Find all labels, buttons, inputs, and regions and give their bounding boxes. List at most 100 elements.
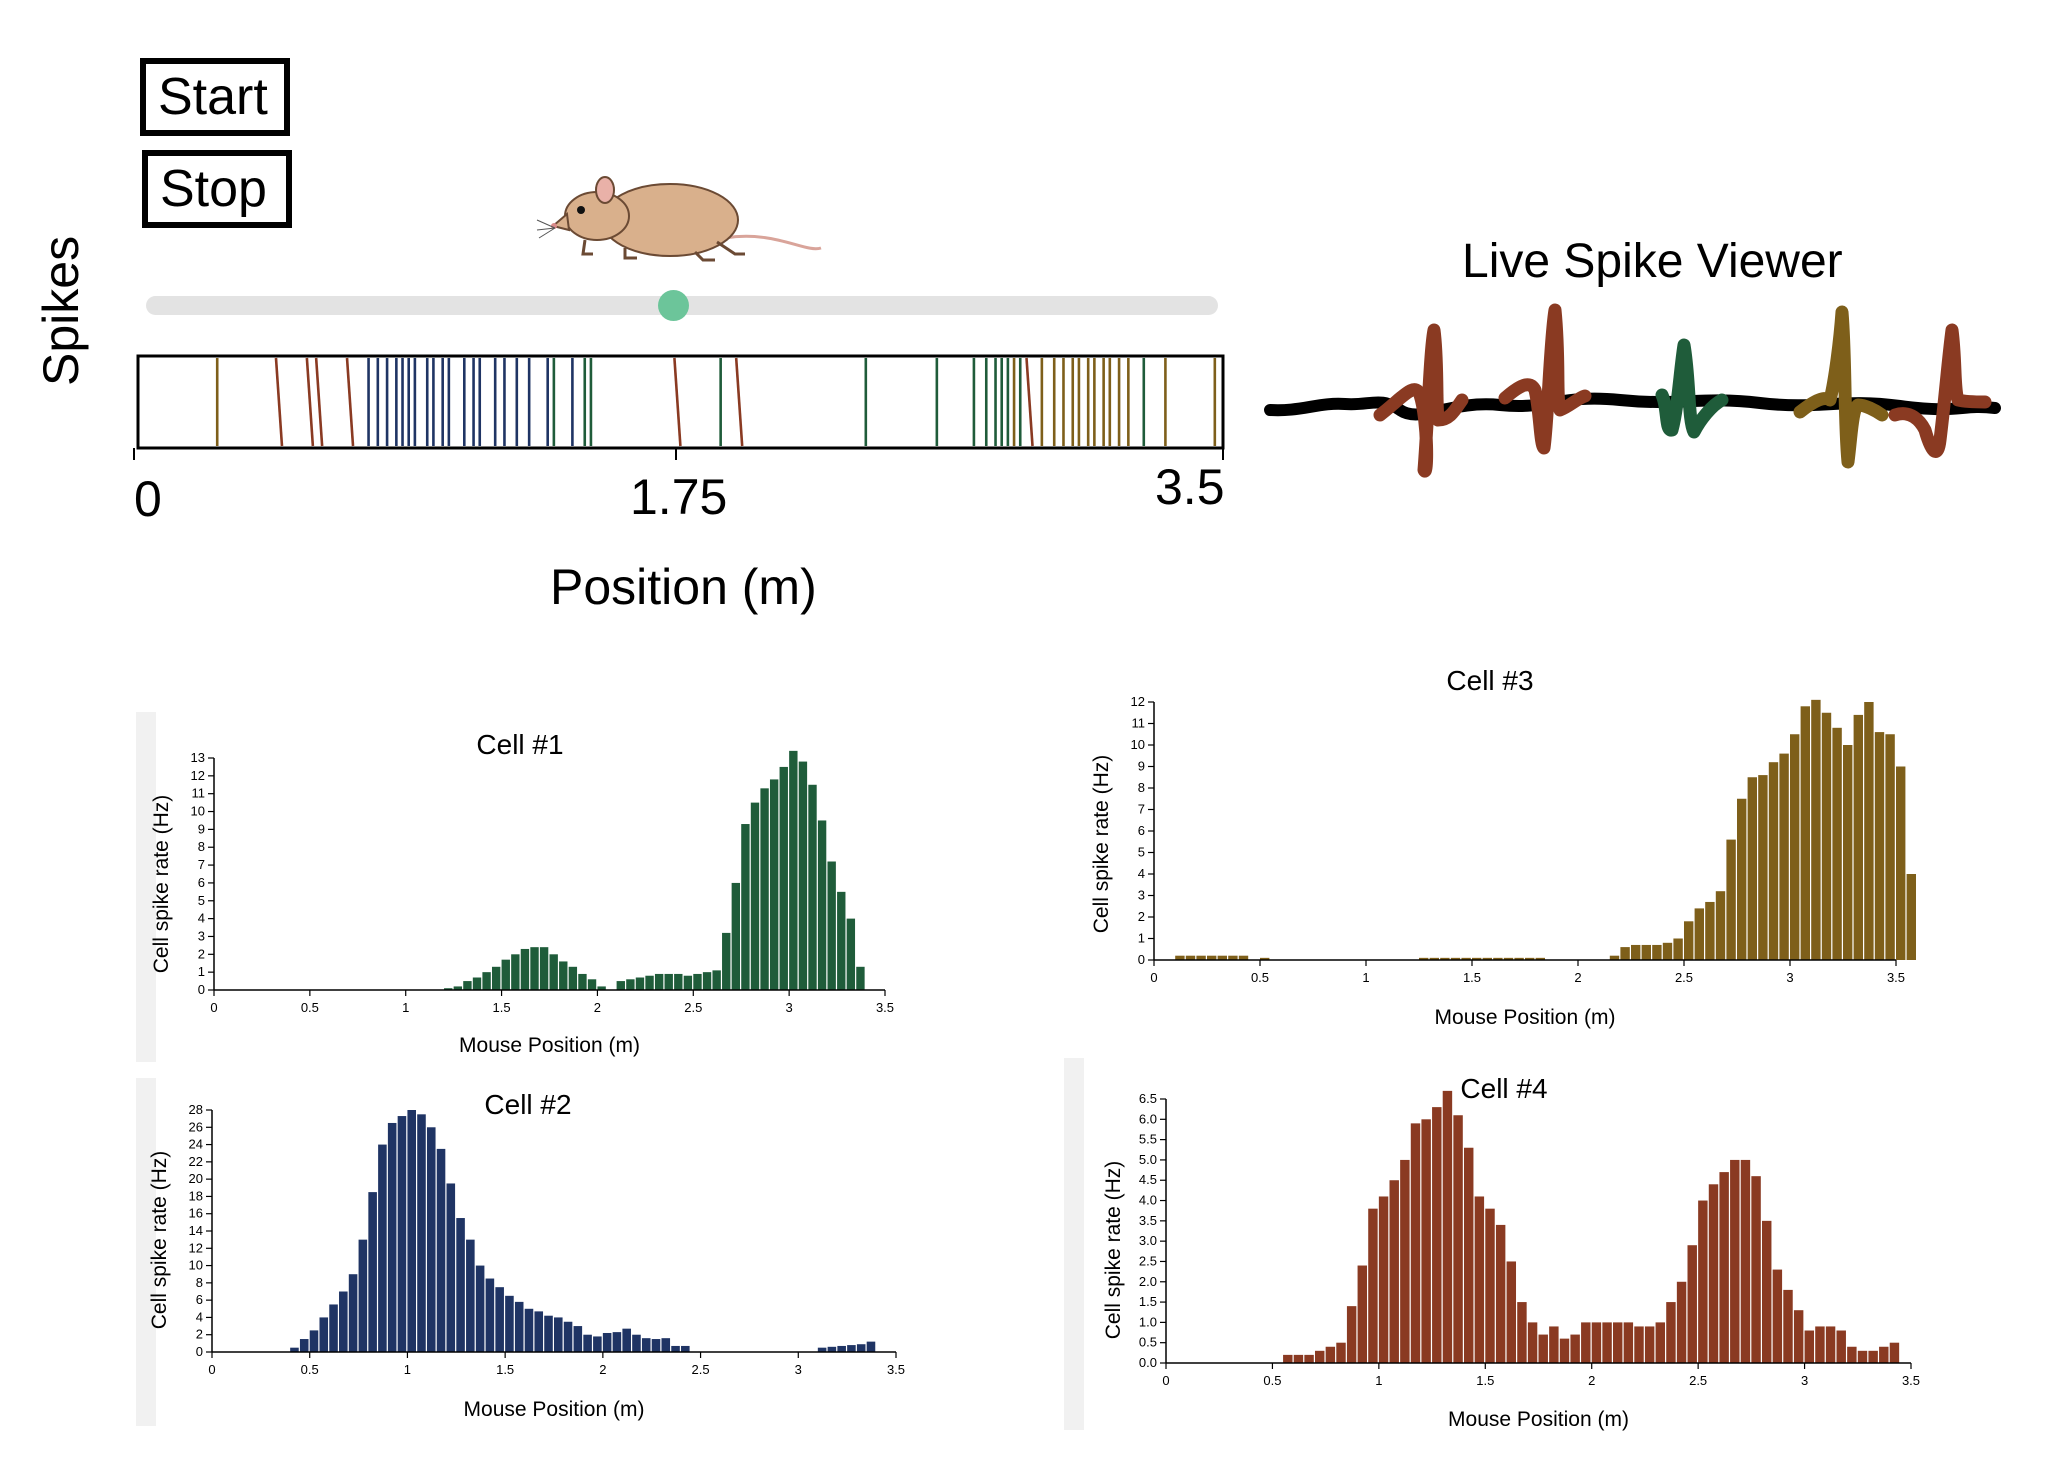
hist-bar xyxy=(1853,714,1863,960)
hist-bar xyxy=(1832,727,1842,960)
hist-bar xyxy=(1517,1302,1527,1363)
y-tick-label: 10 xyxy=(189,1258,203,1273)
histogram-y-label: Cell spike rate (Hz) xyxy=(148,1151,171,1330)
hist-bar xyxy=(837,891,846,990)
y-tick-label: 2 xyxy=(196,1327,203,1342)
hist-bar xyxy=(368,1192,377,1352)
hist-bar xyxy=(1570,1334,1580,1363)
hist-bar xyxy=(309,1330,319,1352)
hist-bar xyxy=(1762,1220,1772,1363)
hist-bar xyxy=(1751,1176,1761,1363)
x-tick-label: 1 xyxy=(1375,1373,1382,1388)
y-tick-label: 20 xyxy=(189,1171,203,1186)
hist-bar xyxy=(554,1317,563,1352)
hist-bar xyxy=(1843,745,1853,960)
hist-bar xyxy=(1885,734,1895,960)
hist-bar xyxy=(520,948,530,990)
y-tick-label: 7 xyxy=(1138,802,1145,817)
hist-bar xyxy=(1196,955,1206,960)
hist-bar xyxy=(645,975,654,990)
y-tick-label: 12 xyxy=(1131,694,1145,709)
hist-bar xyxy=(544,1315,553,1352)
hist-bar xyxy=(568,966,578,990)
x-tick-label: 3 xyxy=(1786,970,1793,985)
hist-bar xyxy=(1737,798,1747,960)
y-tick-label: 1.5 xyxy=(1139,1294,1157,1309)
hist-bar xyxy=(1804,1330,1815,1363)
hist-bar xyxy=(651,1339,661,1352)
x-tick-label: 3 xyxy=(1801,1373,1808,1388)
hist-bar xyxy=(1779,753,1789,960)
hist-bar xyxy=(463,981,472,990)
hist-bar xyxy=(1389,1180,1399,1363)
start-button[interactable]: Start xyxy=(140,58,290,136)
histogram-title: Cell #1 xyxy=(476,729,563,760)
hist-bar xyxy=(693,973,702,990)
hist-bar xyxy=(1620,947,1630,960)
hist-bar xyxy=(1549,1326,1559,1363)
hist-bar xyxy=(1726,839,1736,960)
stop-button[interactable]: Stop xyxy=(142,150,292,228)
hist-bar xyxy=(1874,732,1885,960)
hist-bar xyxy=(1503,957,1514,960)
hist-bar xyxy=(436,1148,446,1352)
hist-bar xyxy=(1346,1306,1357,1363)
hist-bar xyxy=(856,1344,866,1352)
hist-bar xyxy=(827,861,836,990)
y-tick-label: 8 xyxy=(1138,780,1145,795)
x-tick-label: 3.5 xyxy=(1887,970,1905,985)
hist-bar xyxy=(597,986,606,990)
hist-bar xyxy=(1535,957,1545,960)
hist-bar xyxy=(466,1239,475,1352)
y-tick-label: 2 xyxy=(1138,909,1145,924)
hist-bar xyxy=(1293,1354,1304,1363)
x-tick-label: 2 xyxy=(1574,970,1581,985)
x-tick-label: 3.5 xyxy=(887,1362,905,1377)
x-tick-label: 1 xyxy=(402,1000,409,1015)
hist-bar xyxy=(530,947,539,990)
x-tick-label: 0 xyxy=(208,1362,215,1377)
hist-bar xyxy=(505,1295,514,1352)
hist-bar xyxy=(1207,955,1217,960)
y-tick-label: 4 xyxy=(196,1309,203,1324)
hist-bar xyxy=(847,1345,856,1352)
hist-bar xyxy=(602,1332,612,1352)
hist-bar xyxy=(722,932,731,990)
histogram-x-label: Mouse Position (m) xyxy=(1448,1408,1629,1431)
hist-bar xyxy=(1864,702,1874,960)
hist-bar xyxy=(1644,1326,1655,1363)
hist-bar xyxy=(1687,1245,1697,1363)
hist-bar xyxy=(1676,1281,1687,1363)
y-tick-label: 5.5 xyxy=(1139,1132,1157,1147)
histogram-y-label: Cell spike rate (Hz) xyxy=(1090,755,1113,934)
hist-bar xyxy=(426,1127,436,1352)
y-tick-label: 2.0 xyxy=(1139,1274,1157,1289)
hist-bar xyxy=(1715,891,1726,960)
hist-bar xyxy=(1514,957,1524,960)
hist-bar xyxy=(417,1114,426,1352)
hist-bar xyxy=(1175,955,1185,960)
hist-bar xyxy=(1217,955,1227,960)
hist-bar xyxy=(329,1304,338,1352)
hist-bar xyxy=(446,1183,456,1352)
position-slider-thumb[interactable] xyxy=(657,290,689,321)
hist-bar xyxy=(1790,734,1800,960)
hist-bar xyxy=(654,973,664,990)
hist-bar xyxy=(702,972,712,990)
hist-bar xyxy=(1673,938,1683,960)
hist-bar xyxy=(750,802,760,990)
hist-bar xyxy=(549,954,558,990)
x-tick-label: 3 xyxy=(795,1362,802,1377)
hist-bar xyxy=(1652,944,1662,960)
hist-bar xyxy=(1450,957,1461,960)
hist-bar xyxy=(559,961,568,990)
hist-bar xyxy=(1442,1090,1453,1363)
hist-bar xyxy=(1315,1350,1325,1363)
hist-bar xyxy=(1400,1159,1410,1363)
hist-bar xyxy=(837,1345,846,1352)
hist-bar xyxy=(348,1274,358,1352)
hist-bar xyxy=(1609,955,1620,960)
y-tick-label: 12 xyxy=(191,768,205,783)
hist-bar xyxy=(339,1291,348,1352)
